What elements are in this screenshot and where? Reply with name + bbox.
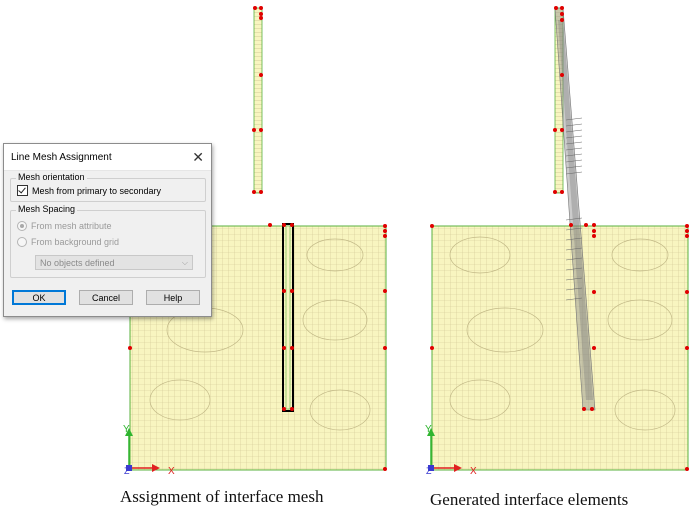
node-point bbox=[592, 223, 596, 227]
right-axis-triad bbox=[427, 428, 462, 472]
node-point bbox=[430, 346, 434, 350]
node-point bbox=[685, 290, 689, 294]
cancel-button[interactable]: Cancel bbox=[79, 290, 133, 305]
node-point bbox=[259, 73, 263, 77]
select-value: No objects defined bbox=[40, 257, 115, 268]
node-point bbox=[685, 224, 689, 228]
node-point bbox=[290, 346, 294, 350]
mesh-orientation-group: Mesh orientation Mesh from primary to se… bbox=[10, 172, 206, 202]
node-point bbox=[253, 6, 257, 10]
node-point bbox=[560, 6, 564, 10]
mesh-spacing-group: Mesh Spacing From mesh attribute From ba… bbox=[10, 204, 206, 278]
radio-from-mesh-label: From mesh attribute bbox=[31, 221, 112, 231]
dialog-titlebar[interactable]: Line Mesh Assignment ✕ bbox=[4, 144, 211, 171]
node-point bbox=[553, 190, 557, 194]
mesh-orientation-label: Mesh orientation bbox=[16, 172, 87, 182]
radio-icon[interactable] bbox=[17, 237, 27, 247]
node-point bbox=[259, 12, 263, 16]
node-point bbox=[282, 346, 286, 350]
left-axis-z-label: Z bbox=[124, 466, 130, 476]
left-caption: Assignment of interface mesh bbox=[120, 487, 324, 506]
right-axis-z-label: Z bbox=[426, 466, 432, 476]
node-point bbox=[383, 467, 387, 471]
node-point bbox=[590, 407, 594, 411]
line-mesh-assignment-dialog: Line Mesh Assignment ✕ Mesh orientation … bbox=[3, 143, 212, 317]
left-pile-column bbox=[253, 7, 263, 194]
dialog-title: Line Mesh Assignment bbox=[11, 151, 112, 163]
background-grid-select[interactable]: No objects defined ⌵ bbox=[35, 255, 193, 270]
node-point bbox=[383, 289, 387, 293]
node-point bbox=[252, 190, 256, 194]
right-axis-x-label: X bbox=[470, 466, 477, 477]
node-point bbox=[592, 229, 596, 233]
node-point bbox=[290, 223, 294, 227]
node-point bbox=[383, 224, 387, 228]
ok-button[interactable]: OK bbox=[12, 290, 66, 305]
node-point bbox=[560, 73, 564, 77]
node-point bbox=[685, 467, 689, 471]
radio-from-grid-row[interactable]: From background grid bbox=[17, 237, 119, 247]
node-point bbox=[592, 290, 596, 294]
node-point bbox=[383, 346, 387, 350]
close-icon[interactable]: ✕ bbox=[192, 149, 204, 165]
node-point bbox=[554, 6, 558, 10]
help-button[interactable]: Help bbox=[146, 290, 200, 305]
node-point bbox=[560, 18, 564, 22]
node-point bbox=[560, 128, 564, 132]
node-point bbox=[553, 128, 557, 132]
node-point bbox=[383, 234, 387, 238]
right-soil-block bbox=[431, 225, 689, 471]
node-point bbox=[430, 224, 434, 228]
node-point bbox=[592, 346, 596, 350]
radio-from-mesh-row[interactable]: From mesh attribute bbox=[17, 221, 112, 231]
radio-icon[interactable] bbox=[17, 221, 27, 231]
left-interface-inner bbox=[285, 225, 291, 410]
node-point bbox=[560, 190, 564, 194]
node-point bbox=[259, 128, 263, 132]
right-model: Y Z X bbox=[425, 6, 689, 477]
node-point bbox=[252, 128, 256, 132]
node-point bbox=[268, 223, 272, 227]
right-axis-y-label: Y bbox=[425, 424, 432, 435]
node-point bbox=[569, 223, 573, 227]
node-point bbox=[290, 407, 294, 411]
node-point bbox=[282, 289, 286, 293]
left-axis-triad bbox=[125, 428, 160, 472]
node-point bbox=[685, 346, 689, 350]
node-point bbox=[282, 223, 286, 227]
chevron-down-icon: ⌵ bbox=[181, 257, 188, 267]
mesh-spacing-label: Mesh Spacing bbox=[16, 204, 78, 214]
node-point bbox=[282, 407, 286, 411]
node-point bbox=[259, 16, 263, 20]
interface-elements bbox=[554, 7, 596, 411]
node-point bbox=[582, 407, 586, 411]
node-point bbox=[685, 229, 689, 233]
orientation-checkbox-label: Mesh from primary to secondary bbox=[32, 185, 162, 196]
node-point bbox=[128, 346, 132, 350]
left-interface-highlight bbox=[282, 223, 294, 412]
left-axis-x-label: X bbox=[168, 466, 175, 477]
node-point bbox=[592, 234, 596, 238]
node-point bbox=[685, 234, 689, 238]
checkbox-icon[interactable] bbox=[17, 185, 28, 196]
node-point bbox=[259, 6, 263, 10]
orientation-checkbox-row[interactable]: Mesh from primary to secondary bbox=[17, 185, 161, 196]
left-axis-y-label: Y bbox=[123, 424, 130, 435]
node-point bbox=[383, 229, 387, 233]
right-caption: Generated interface elements bbox=[430, 490, 629, 509]
radio-from-grid-label: From background grid bbox=[31, 237, 120, 247]
node-point bbox=[560, 12, 564, 16]
node-point bbox=[259, 190, 263, 194]
node-point bbox=[584, 223, 588, 227]
node-point bbox=[290, 289, 294, 293]
